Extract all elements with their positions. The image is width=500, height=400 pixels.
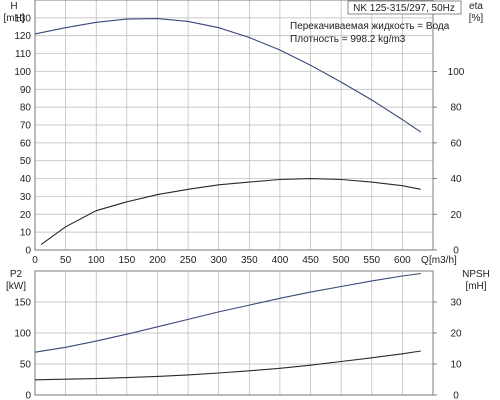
y-left-tick-10: 10	[20, 228, 32, 239]
y-right-tick-40: 40	[450, 174, 462, 185]
y-right-tick-20: 20	[450, 210, 462, 221]
y-left-tick-150: 150	[14, 298, 31, 309]
x-label-q: Q	[421, 255, 429, 266]
x-tick-250: 250	[180, 255, 197, 266]
y-right-label-eta: eta	[469, 1, 483, 12]
x-tick-450: 450	[302, 255, 319, 266]
y-right-tick-80: 80	[450, 103, 462, 114]
y-right-unit-eta: [%]	[469, 13, 484, 24]
y-right-tick-10: 10	[450, 360, 462, 371]
pump-title: NK 125-315/297, 50Hz	[353, 3, 455, 14]
x-tick-200: 200	[149, 255, 166, 266]
x-tick-600: 600	[394, 255, 411, 266]
series-line-1	[40, 178, 421, 246]
x-tick-50: 50	[60, 255, 72, 266]
x-tick-100: 100	[88, 255, 105, 266]
series-line-0	[34, 272, 421, 353]
fluid-info: Перекачиваемая жидкость = Вода	[290, 21, 450, 32]
series-line-0	[34, 18, 422, 133]
y-left-tick-120: 120	[14, 31, 31, 42]
power-npsh-plot: 0 50 100 150 0 10 20 30	[14, 270, 462, 400]
x-tick-350: 350	[241, 255, 258, 266]
y-left-tick-100: 100	[14, 67, 31, 78]
y-left-label-power: P2	[10, 269, 23, 280]
head-efficiency-plot: 0 10 20 30 40 50 60 70 80 90 100 110 120 130 0 20 40 60 80…	[14, 0, 465, 266]
y-left-tick-50: 50	[20, 360, 32, 371]
y-left-tick-30: 30	[20, 192, 32, 203]
series-line-1	[34, 350, 421, 381]
y-left-tick-70: 70	[20, 121, 32, 132]
y-right-tick-30: 30	[450, 298, 462, 309]
density-info: Плотность = 998.2 kg/m3	[290, 34, 406, 45]
x-tick-500: 500	[333, 255, 350, 266]
y-right-tick-0: 0	[453, 391, 459, 400]
y-left-tick-0: 0	[25, 246, 31, 257]
y-right-tick-20: 20	[450, 329, 462, 340]
y-left-tick-0: 0	[25, 391, 31, 400]
x-tick-0: 0	[32, 255, 38, 266]
y-left-label-head: H	[10, 1, 17, 12]
y-left-tick-40: 40	[20, 174, 32, 185]
title-box-frame	[347, 0, 462, 15]
y-left-unit-head: [mH]	[3, 13, 24, 24]
x-unit-q: [m3/h]	[429, 255, 457, 266]
title-box: NK 125-315/297, 50Hz	[347, 0, 462, 15]
y-left-tick-90: 90	[20, 85, 32, 96]
x-tick-550: 550	[363, 255, 380, 266]
y-right-unit-npsh: [mH]	[465, 281, 486, 292]
y-left-unit-power: [kW]	[6, 281, 26, 292]
y-left-tick-20: 20	[20, 210, 32, 221]
y-left-tick-60: 60	[20, 138, 32, 149]
x-tick-400: 400	[272, 255, 289, 266]
y-right-tick-100: 100	[448, 67, 465, 78]
y-right-label-npsh: NPSH	[462, 269, 490, 280]
y-left-tick-130: 130	[14, 13, 31, 24]
y-right-tick-0: 0	[453, 246, 459, 257]
y-left-tick-100: 100	[14, 329, 31, 340]
y-left-tick-110: 110	[15, 49, 31, 60]
y-left-tick-80: 80	[20, 103, 32, 114]
x-tick-300: 300	[210, 255, 227, 266]
x-tick-150: 150	[119, 255, 136, 266]
plot-frame	[34, 0, 434, 251]
y-left-tick-50: 50	[20, 156, 32, 167]
y-right-tick-60: 60	[450, 138, 462, 149]
